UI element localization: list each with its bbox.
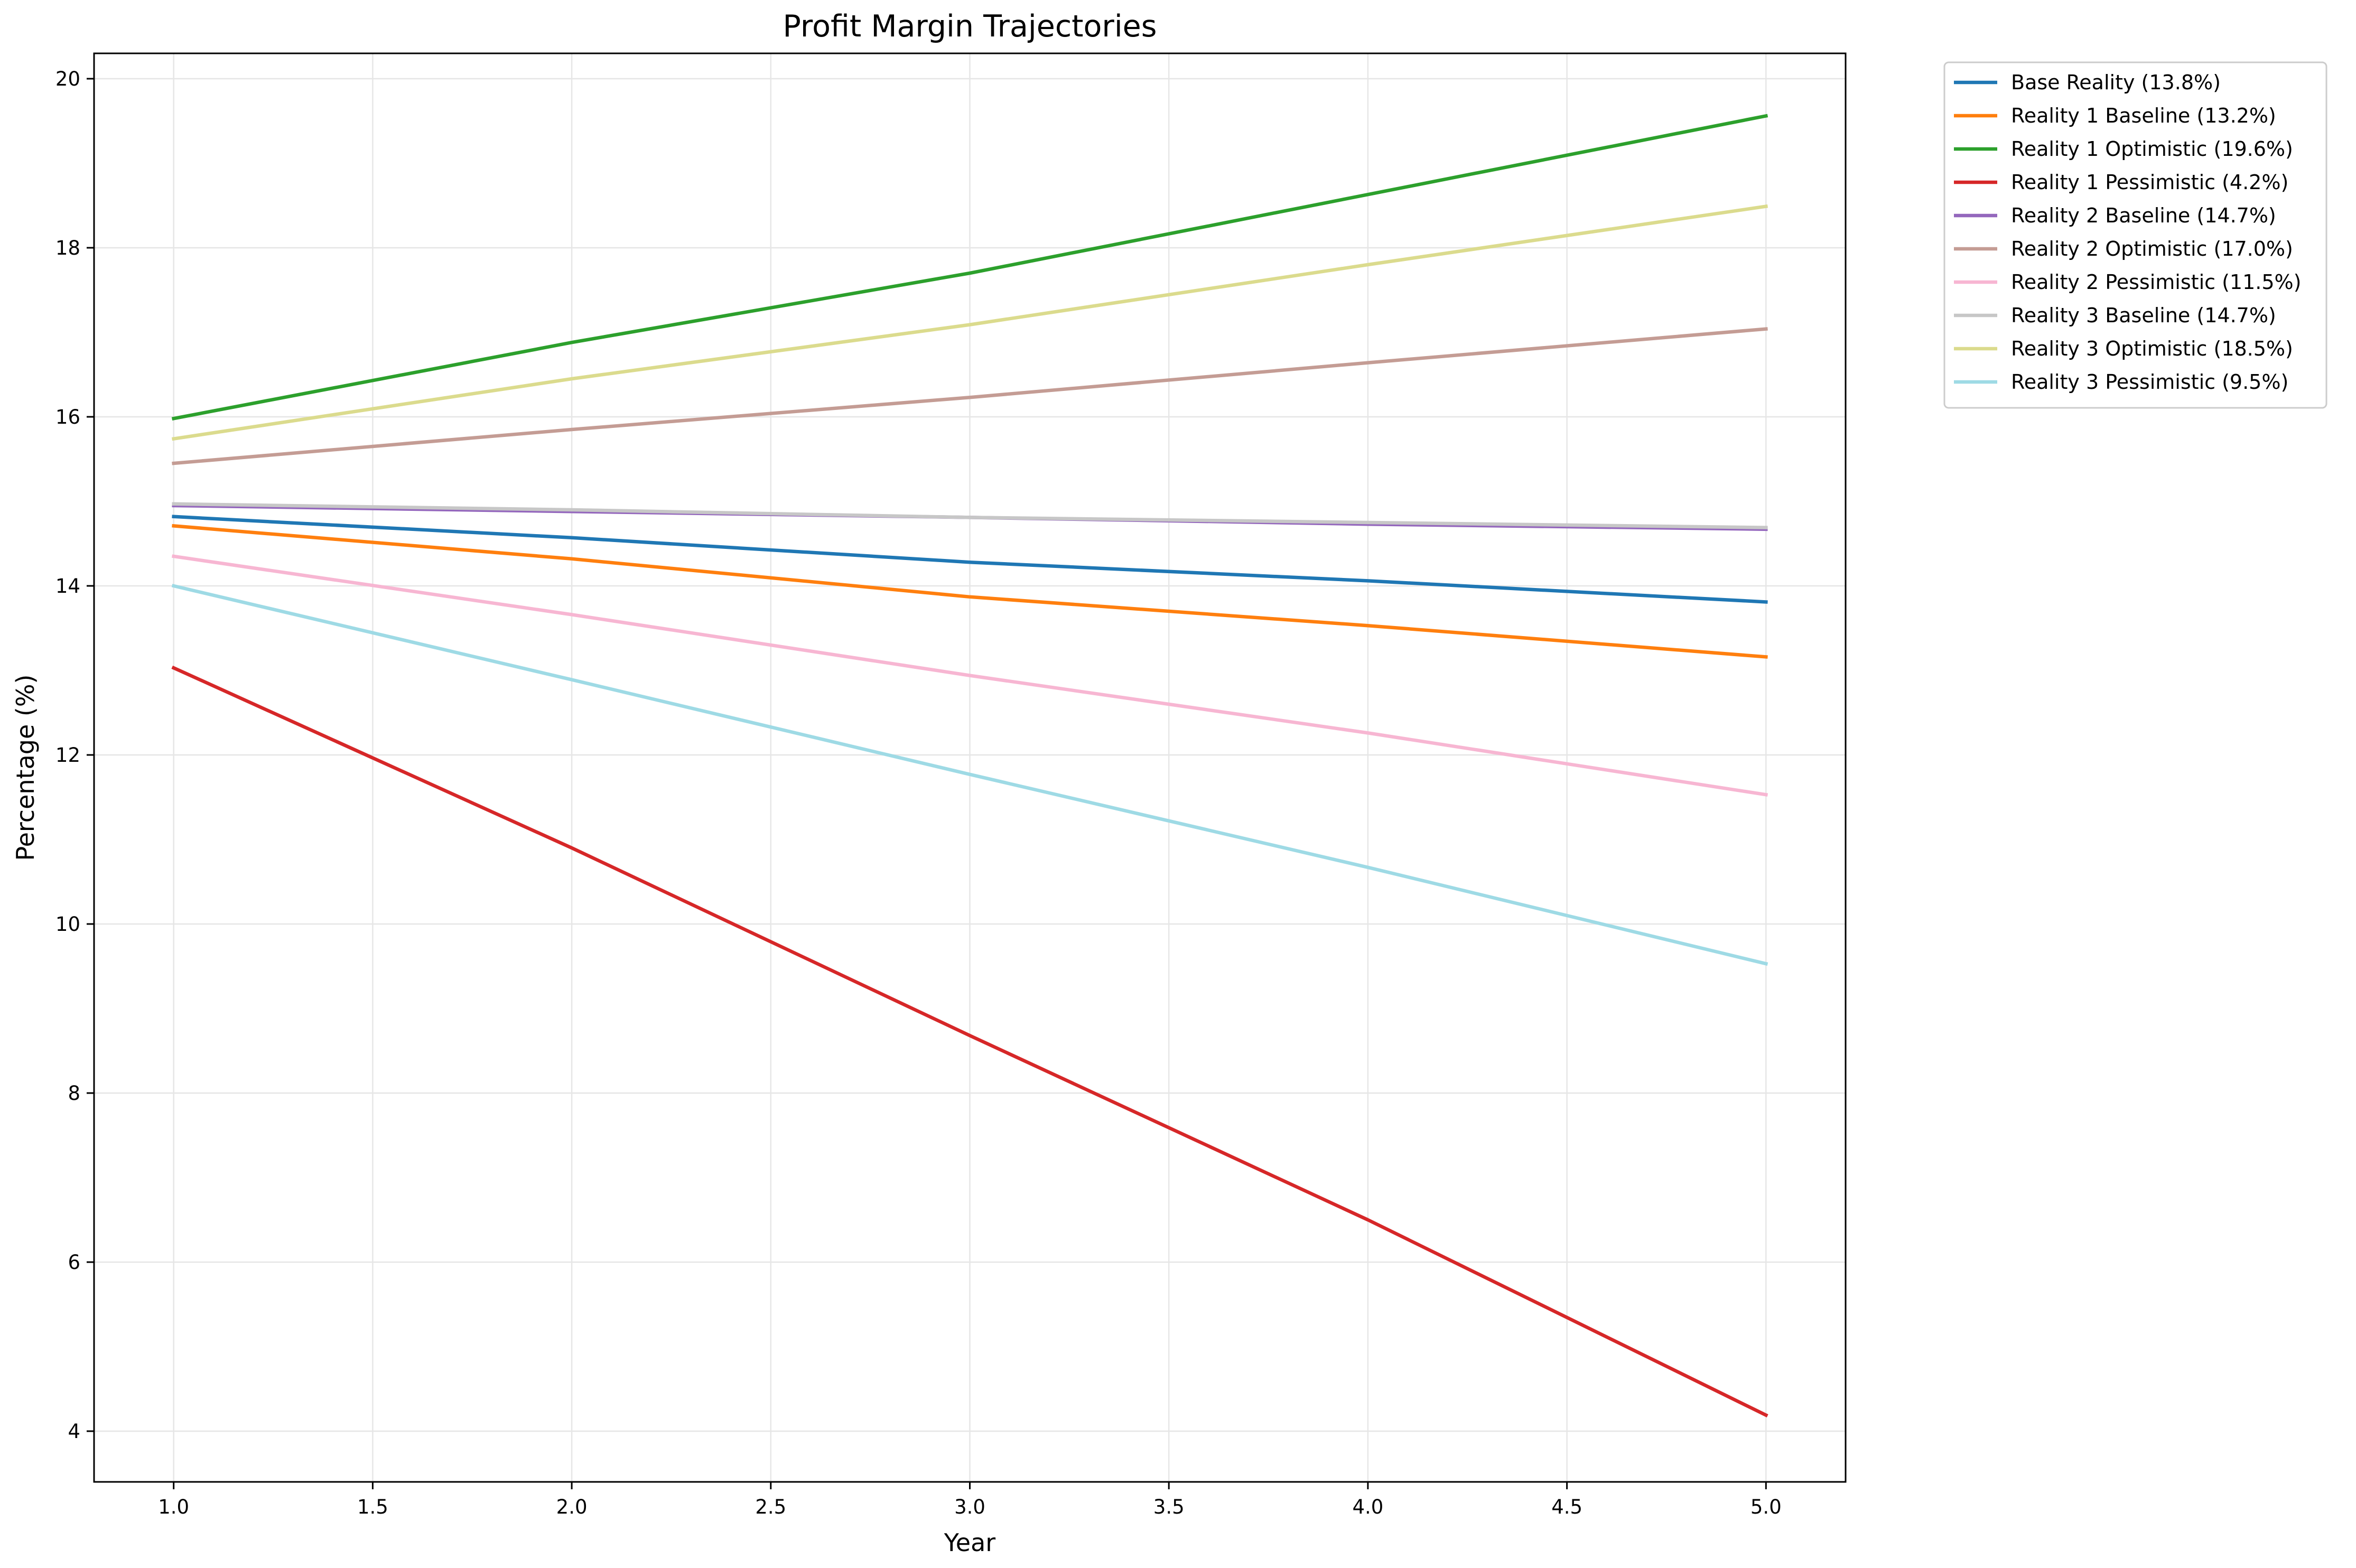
x-axis-ticks: 1.0 1.5 2.0 2.5 3.0 3.5 4.0 4.5 5.0 [158,1482,1782,1518]
series-line-1 [172,515,1768,604]
legend-label: Reality 3 Pessimistic (9.5%) [2011,370,2288,394]
x-axis-label: Year [944,1528,995,1557]
series-line-8 [172,502,1768,529]
y-axis-label: Percentage (%) [11,675,40,861]
series-line-10 [171,584,1768,966]
legend-label: Reality 1 Pessimistic (4.2%) [2011,171,2288,194]
y-tick-label: 8 [68,1082,80,1105]
series-line-3 [171,114,1768,421]
legend-label: Reality 2 Baseline (14.7%) [2011,204,2276,227]
legend-label: Base Reality (13.8%) [2011,71,2221,94]
legend-entry: Reality 3 Optimistic (18.5%) [1954,337,2293,360]
x-tick-label: 2.5 [755,1496,786,1518]
legend-entry: Reality 3 Pessimistic (9.5%) [1954,370,2288,394]
y-tick-label: 12 [55,744,80,767]
series-line-4 [171,665,1768,1417]
series-line-9 [172,204,1768,441]
grid [94,53,1846,1482]
y-tick-label: 14 [55,575,80,598]
y-tick-label: 16 [55,406,80,428]
chart-title: Profit Margin Trajectories [783,9,1157,44]
x-tick-label: 1.0 [158,1496,189,1518]
legend-entry: Reality 1 Baseline (13.2%) [1954,104,2276,127]
legend: Base Reality (13.8%) Reality 1 Baseline (… [1943,61,2327,409]
legend-label: Reality 2 Optimistic (17.0%) [2011,237,2293,260]
legend-label: Reality 1 Baseline (13.2%) [2011,104,2276,127]
series-line-6 [172,327,1768,465]
legend-label: Reality 2 Pessimistic (11.5%) [2011,270,2301,294]
y-tick-label: 20 [55,68,80,90]
y-tick-label: 18 [55,237,80,259]
series-line-2 [172,524,1768,659]
y-axis-ticks: 4 6 8 10 12 14 16 18 20 [55,68,94,1443]
series-lines [171,114,1768,1417]
legend-entry: Reality 1 Pessimistic (4.2%) [1954,171,2288,194]
series-line-7 [172,554,1768,797]
legend-entry: Reality 1 Optimistic (19.6%) [1954,137,2293,161]
legend-entry: Reality 3 Baseline (14.7%) [1954,304,2276,327]
legend-entry: Reality 2 Pessimistic (11.5%) [1954,270,2301,294]
y-tick-label: 4 [68,1420,80,1443]
x-tick-label: 3.0 [954,1496,985,1518]
x-tick-label: 4.5 [1551,1496,1582,1518]
x-tick-label: 3.5 [1153,1496,1185,1518]
y-tick-label: 6 [68,1251,80,1274]
x-tick-label: 4.0 [1352,1496,1383,1518]
y-tick-label: 10 [55,913,80,936]
legend-frame [1943,61,2327,409]
legend-entry: Reality 2 Optimistic (17.0%) [1954,237,2293,260]
legend-label: Reality 3 Baseline (14.7%) [2011,304,2276,327]
x-tick-label: 1.5 [357,1496,388,1518]
legend-label: Reality 3 Optimistic (18.5%) [2011,337,2293,360]
legend-label: Reality 1 Optimistic (19.6%) [2011,137,2293,161]
legend-entry: Base Reality (13.8%) [1954,71,2221,94]
x-tick-label: 2.0 [556,1496,588,1518]
x-tick-label: 5.0 [1750,1496,1782,1518]
legend-entry: Reality 2 Baseline (14.7%) [1954,204,2276,227]
